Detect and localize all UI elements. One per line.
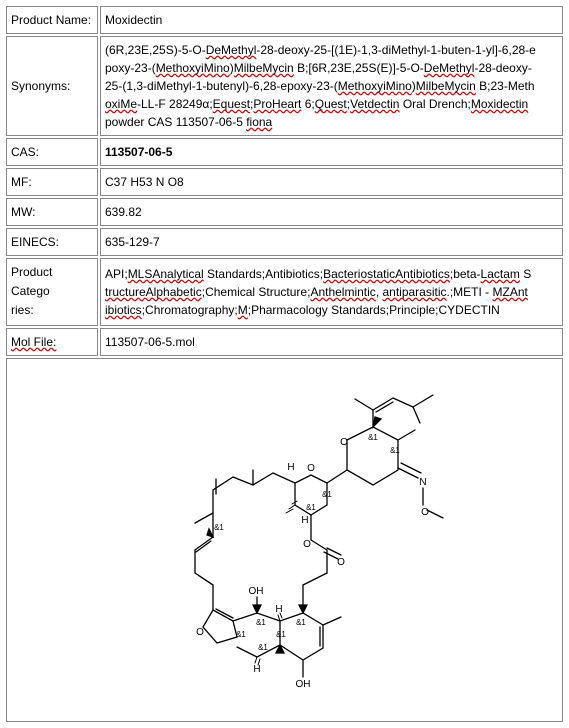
table-row: Synonyms: (6R,23E,25S)-5-O-DeMethyl-28-d… xyxy=(6,36,563,136)
text: DeMethyl xyxy=(424,61,475,75)
text: -28-deoxy-25-[(1E)-1,3-diMethyl-1-buten-… xyxy=(256,43,535,57)
table-row: Mol File: 113507-06-5.mol xyxy=(6,328,563,356)
text: API; xyxy=(105,267,128,281)
svg-text:H: H xyxy=(301,515,308,526)
label-categories: Product Catego ries: xyxy=(6,258,98,326)
text: -LL-F 28249α; xyxy=(137,97,213,111)
svg-text:&1: &1 xyxy=(390,446,400,455)
text: S xyxy=(520,267,531,281)
table-row: Product Name: Moxidectin xyxy=(6,6,563,34)
svg-text:OH: OH xyxy=(248,586,263,597)
label-einecs: EINECS: xyxy=(6,228,98,256)
svg-text:&1: &1 xyxy=(256,618,266,627)
text: tructureAlphabetic xyxy=(105,285,202,299)
text: ibiotics xyxy=(105,303,142,317)
text: ;Pharmacology Standards;Principle;CYDECT… xyxy=(248,303,500,317)
structure-diagram-cell: O O O O O N O H H H H OH OH &1 xyxy=(6,358,563,722)
text: Equest xyxy=(213,97,250,111)
label-mw: MW: xyxy=(6,198,98,226)
text: MethoxyiMino xyxy=(156,61,230,75)
text: poxy-23-( xyxy=(105,61,156,75)
table-row: MW: 639.82 xyxy=(6,198,563,226)
text: ;Chemical Structure; xyxy=(202,285,311,299)
text: M xyxy=(238,303,248,317)
value-einecs: 635-129-7 xyxy=(100,228,563,256)
text: Standards;Antibiotics; xyxy=(204,267,323,281)
text: B;23-Meth xyxy=(476,79,535,93)
text: Anthelmintic xyxy=(310,285,375,299)
value-synonyms: (6R,23E,25S)-5-O-DeMethyl-28-deoxy-25-[(… xyxy=(100,36,563,136)
text: powder CAS 113507-06-5 xyxy=(105,115,246,129)
text: Quest xyxy=(315,97,347,111)
value-mw: 639.82 xyxy=(100,198,563,226)
text: MethoxyiMino xyxy=(338,79,412,93)
text: BacteriostaticAntibiotics xyxy=(323,267,450,281)
molecule-svg: O O O O O N O H H H H OH OH &1 xyxy=(95,365,475,715)
svg-text:&1: &1 xyxy=(306,503,316,512)
table-row: MF: C37 H53 N O8 xyxy=(6,168,563,196)
text: ;beta- xyxy=(450,267,481,281)
svg-text:&1: &1 xyxy=(322,490,332,499)
text: MilbeMycin xyxy=(416,79,476,93)
svg-text:&1: &1 xyxy=(236,630,246,639)
text: Moxidectin xyxy=(471,97,528,111)
svg-text:O: O xyxy=(421,507,429,518)
text: antiparasitic xyxy=(382,285,446,299)
svg-text:O: O xyxy=(196,627,204,638)
label-product-name: Product Name: xyxy=(6,6,98,34)
text: Lactam xyxy=(481,267,520,281)
svg-text:H: H xyxy=(287,462,294,473)
text: Vetdectin xyxy=(350,97,399,111)
label-molfile: Mol File: xyxy=(6,328,98,356)
svg-text:H: H xyxy=(253,664,260,675)
text: ProHeart xyxy=(253,97,301,111)
svg-text:&1: &1 xyxy=(214,523,224,532)
text: Oral Drench; xyxy=(399,97,470,111)
svg-text:&1: &1 xyxy=(296,618,306,627)
label-cas: CAS: xyxy=(6,138,98,166)
product-table: Product Name: Moxidectin Synonyms: (6R,2… xyxy=(4,4,565,724)
table-row: CAS: 113507-06-5 xyxy=(6,138,563,166)
label-synonyms: Synonyms: xyxy=(6,36,98,136)
svg-text:O: O xyxy=(340,437,348,448)
text: MilbeMycin xyxy=(234,61,294,75)
text: MLSAnalytical xyxy=(128,267,204,281)
text: B;[6R,23E,25S(E)]-5-O- xyxy=(294,61,424,75)
value-product-name: Moxidectin xyxy=(100,6,563,34)
svg-text:&1: &1 xyxy=(276,630,286,639)
text: .;METI - xyxy=(447,285,493,299)
text: Mol File: xyxy=(11,335,56,349)
text: oxiMe xyxy=(105,97,137,111)
text: 113507-06-5 xyxy=(105,145,172,159)
text: DeMethyl xyxy=(206,43,257,57)
value-cas: 113507-06-5 xyxy=(100,138,563,166)
svg-text:O: O xyxy=(307,463,315,474)
structure-diagram: O O O O O N O H H H H OH OH &1 xyxy=(7,359,562,721)
table-row: EINECS: 635-129-7 xyxy=(6,228,563,256)
text: -28-deoxy- xyxy=(474,61,531,75)
svg-text:O: O xyxy=(303,539,311,550)
svg-text:O: O xyxy=(337,557,345,568)
svg-text:OH: OH xyxy=(295,679,310,690)
value-categories: API;MLSAnalytical Standards;Antibiotics;… xyxy=(100,258,563,326)
table-row: O O O O O N O H H H H OH OH &1 xyxy=(6,358,563,722)
svg-text:&1: &1 xyxy=(258,643,268,652)
text: 6; xyxy=(301,97,314,111)
text: Product Catego xyxy=(11,265,52,298)
value-mf: C37 H53 N O8 xyxy=(100,168,563,196)
label-mf: MF: xyxy=(6,168,98,196)
text: MZAnt xyxy=(493,285,528,299)
text: 25-(1,3-diMethyl-1-butenyl)-6,28-epoxy-2… xyxy=(105,79,338,93)
text: (6R,23E,25S)-5-O- xyxy=(105,43,206,57)
svg-text:H: H xyxy=(275,604,282,615)
value-molfile: 113507-06-5.mol xyxy=(100,328,563,356)
table-row: Product Catego ries: API;MLSAnalytical S… xyxy=(6,258,563,326)
text: fiona xyxy=(246,115,272,129)
svg-text:&1: &1 xyxy=(368,433,378,442)
text: ries: xyxy=(11,303,34,317)
svg-text:N: N xyxy=(419,477,426,488)
text: ;Chromatography; xyxy=(142,303,238,317)
